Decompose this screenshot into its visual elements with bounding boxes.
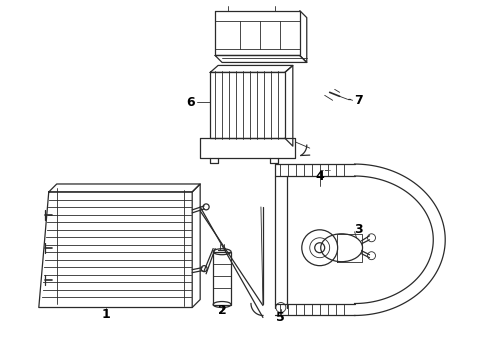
Text: 6: 6 bbox=[187, 96, 195, 109]
Text: 3: 3 bbox=[355, 223, 363, 236]
Text: 2: 2 bbox=[218, 305, 226, 318]
Text: 5: 5 bbox=[276, 311, 285, 324]
Text: 1: 1 bbox=[101, 309, 110, 321]
Text: 4: 4 bbox=[316, 170, 324, 183]
Bar bbox=[213, 252, 231, 305]
Text: 7: 7 bbox=[355, 94, 363, 107]
